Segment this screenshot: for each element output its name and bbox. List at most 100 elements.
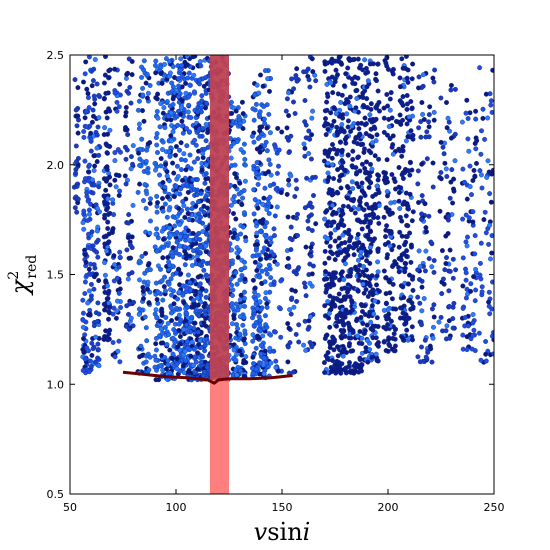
scatter-point <box>179 118 185 124</box>
scatter-point <box>363 213 369 219</box>
scatter-point <box>102 307 108 313</box>
scatter-point <box>347 94 353 100</box>
scatter-point <box>88 137 94 143</box>
scatter-point <box>84 190 90 196</box>
scatter-point <box>162 184 168 190</box>
scatter-point <box>431 324 436 330</box>
scatter-point <box>251 117 257 123</box>
scatter-point <box>487 311 493 317</box>
scatter-point <box>362 115 368 121</box>
scatter-point <box>339 217 345 223</box>
scatter-point <box>93 334 99 340</box>
scatter-point <box>195 156 201 162</box>
scatter-point <box>423 354 429 360</box>
scatter-point <box>286 113 292 119</box>
scatter-point <box>183 90 189 96</box>
highlight-band <box>209 55 229 494</box>
scatter-point <box>374 282 379 288</box>
scatter-point <box>189 183 195 189</box>
scatter-point <box>242 156 248 162</box>
scatter-point <box>406 298 412 304</box>
scatter-point <box>195 199 201 205</box>
scatter-point <box>90 346 96 352</box>
scatter-point <box>367 276 373 282</box>
scatter-point <box>128 100 134 106</box>
scatter-point <box>291 369 296 375</box>
scatter-point <box>155 115 161 121</box>
scatter-point <box>139 64 145 70</box>
scatter-point <box>190 230 196 236</box>
scatter-point <box>198 308 204 314</box>
scatter-point <box>139 253 145 259</box>
scatter-point <box>185 304 191 310</box>
scatter-point <box>288 311 294 317</box>
scatter-point <box>75 85 81 91</box>
scatter-point <box>189 314 195 320</box>
scatter-point <box>404 106 410 112</box>
scatter-point <box>114 99 120 105</box>
scatter-point <box>254 160 260 165</box>
scatter-point <box>483 339 489 344</box>
scatter-point <box>103 187 109 193</box>
scatter-point <box>324 208 330 214</box>
scatter-point <box>450 256 456 262</box>
scatter-point <box>332 76 338 82</box>
scatter-point <box>343 71 349 77</box>
scatter-point <box>453 267 459 273</box>
scatter-point <box>232 230 238 236</box>
scatter-point <box>391 331 397 337</box>
scatter-point <box>348 348 354 354</box>
scatter-point <box>345 152 351 158</box>
scatter-point <box>182 244 188 250</box>
scatter-point <box>488 199 494 205</box>
scatter-point <box>176 327 182 333</box>
scatter-point <box>241 337 247 343</box>
scatter-point <box>159 278 165 284</box>
scatter-point <box>415 168 421 174</box>
scatter-point <box>154 367 160 373</box>
scatter-point <box>162 125 168 131</box>
scatter-point <box>241 188 247 193</box>
scatter-point <box>426 134 432 140</box>
scatter-point <box>489 250 494 256</box>
scatter-point <box>477 260 483 266</box>
scatter-point <box>362 303 368 309</box>
scatter-point <box>101 80 107 86</box>
scatter-point <box>268 275 274 281</box>
scatter-point <box>406 168 411 174</box>
scatter-point <box>410 287 416 293</box>
scatter-point <box>351 363 357 369</box>
scatter-point <box>203 243 209 249</box>
scatter-point <box>185 75 191 81</box>
scatter-point <box>367 245 373 250</box>
scatter-point <box>355 56 361 62</box>
scatter-point <box>182 214 188 220</box>
scatter-point <box>410 274 416 280</box>
scatter-point <box>255 242 260 248</box>
scatter-point <box>181 327 187 332</box>
scatter-point <box>240 111 246 117</box>
scatter-point <box>255 136 261 141</box>
scatter-point <box>326 190 332 196</box>
scatter-point <box>339 122 345 127</box>
scatter-point <box>262 313 268 319</box>
scatter-point <box>418 216 424 222</box>
scatter-point <box>363 287 369 292</box>
scatter-point <box>350 156 356 162</box>
scatter-point <box>159 306 165 312</box>
scatter-point <box>158 71 164 76</box>
scatter-point <box>334 124 340 130</box>
scatter-point <box>384 55 390 60</box>
scatter-point <box>293 177 299 183</box>
scatter-point <box>80 368 86 373</box>
scatter-point <box>381 339 387 345</box>
scatter-point <box>306 135 311 141</box>
scatter-point <box>287 307 293 313</box>
scatter-point <box>232 183 238 189</box>
scatter-point <box>184 311 190 317</box>
scatter-point <box>176 321 182 327</box>
scatter-point <box>488 256 493 262</box>
scatter-point <box>382 242 388 247</box>
scatter-point <box>104 167 110 173</box>
scatter-point <box>385 179 390 185</box>
